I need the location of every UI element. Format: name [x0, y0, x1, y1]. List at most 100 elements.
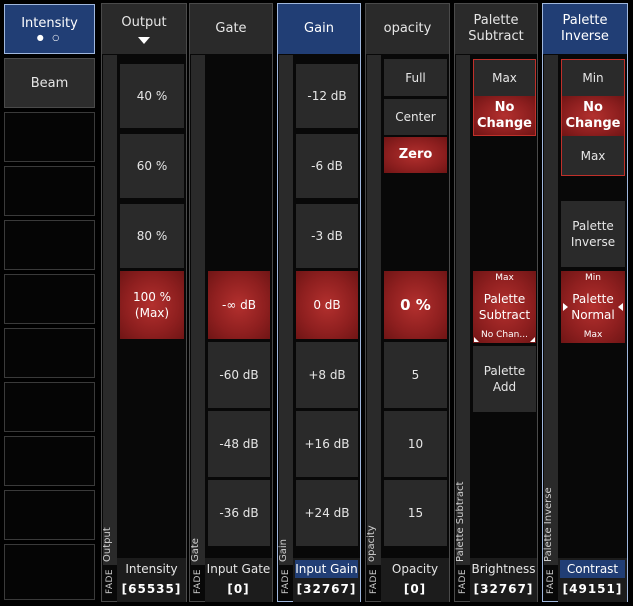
preset-empty-slot[interactable]: [4, 166, 95, 216]
dropdown-arrow-icon[interactable]: [138, 36, 150, 44]
gate-footer-label: Input Gate: [206, 562, 271, 576]
gain-fader-column: Gain Gain FADE -12 dB -6 dB -3 dB 0 dB +…: [277, 3, 361, 602]
palette-subtract-active-cell[interactable]: Max Palette Subtract No Chan...: [473, 271, 536, 343]
output-step-80[interactable]: 80 %: [120, 204, 184, 268]
gain-footer: Input Gain [32767]: [293, 558, 360, 602]
cell-label: 10: [407, 437, 424, 451]
gain-header-label: Gain: [304, 21, 334, 36]
output-step-40[interactable]: 40 %: [120, 64, 184, 128]
preset-empty-slot[interactable]: [4, 544, 95, 600]
opacity-full-button[interactable]: Full: [384, 59, 447, 96]
preset-beam-label: Beam: [30, 75, 69, 91]
cell-bottom-label: Max: [583, 330, 603, 340]
palette-inverse-min-button[interactable]: Min: [561, 59, 625, 96]
preset-empty-slot[interactable]: [4, 112, 95, 162]
palette-add-button[interactable]: Palette Add: [473, 346, 536, 412]
palette-subtract-footer-label: Brightness: [471, 562, 536, 576]
gain-step-minus12[interactable]: -12 dB: [296, 64, 358, 128]
gain-fader-strip[interactable]: [279, 55, 293, 565]
gain-step-0-active[interactable]: 0 dB: [296, 271, 358, 339]
gate-fader-strip[interactable]: [191, 55, 205, 565]
cell-label: Full: [405, 70, 426, 85]
output-step-60[interactable]: 60 %: [120, 134, 184, 198]
cell-label: Center: [395, 110, 436, 124]
output-fader-strip[interactable]: [103, 55, 117, 565]
preset-empty-slot[interactable]: [4, 220, 95, 270]
cell-label: 0 %: [400, 296, 431, 314]
preset-beam-button[interactable]: Beam: [4, 58, 95, 108]
gate-step-neg-inf-active[interactable]: -∞ dB: [208, 271, 270, 339]
opacity-fader-strip[interactable]: [367, 55, 381, 565]
opacity-header[interactable]: opacity: [366, 4, 449, 54]
gate-step-36[interactable]: -36 dB: [208, 480, 270, 546]
palette-inverse-column: Palette Inverse Palette Inverse FADE Min…: [542, 3, 628, 602]
palette-subtract-fader-strip[interactable]: [456, 55, 470, 565]
gain-step-plus8[interactable]: +8 dB: [296, 342, 358, 408]
cell-label: Palette: [483, 364, 526, 378]
opacity-fade-label: FADE: [369, 568, 379, 594]
cell-label: No: [494, 99, 515, 115]
header-line: Palette: [473, 13, 519, 28]
cell-label: -∞ dB: [222, 298, 256, 312]
gain-vertical-label: Gain: [278, 539, 289, 562]
gate-header[interactable]: Gate: [190, 4, 272, 54]
opacity-step-10[interactable]: 10: [384, 411, 447, 477]
gain-step-minus3[interactable]: -3 dB: [296, 204, 358, 268]
palette-normal-active-cell[interactable]: Min Palette Normal Max: [561, 271, 625, 343]
preset-empty-slot[interactable]: [4, 436, 95, 486]
palette-subtract-no-change-active[interactable]: No Change: [473, 96, 536, 136]
palette-subtract-max-button[interactable]: Max: [473, 59, 536, 96]
cell-label: Change: [565, 116, 621, 131]
output-fader-column: Output Output FADE 40 % 60 % 80 % 100 % …: [101, 3, 187, 602]
cell-label: No: [583, 100, 603, 115]
cell-label: -60 dB: [219, 368, 259, 382]
output-footer-label: Intensity: [125, 562, 178, 576]
gate-fader-column: Gate Gate FADE -∞ dB -60 dB -48 dB -36 d…: [189, 3, 273, 602]
gain-step-minus6[interactable]: -6 dB: [296, 134, 358, 198]
cell-label: -48 dB: [219, 437, 259, 451]
palette-subtract-footer: Brightness [32767]: [470, 558, 537, 602]
preset-empty-slot[interactable]: [4, 490, 95, 540]
gate-step-60[interactable]: -60 dB: [208, 342, 270, 408]
gain-fade-label: FADE: [281, 568, 291, 594]
preset-empty-slot[interactable]: [4, 382, 95, 432]
palette-inverse-max-button[interactable]: Max: [561, 136, 625, 176]
gate-step-48[interactable]: -48 dB: [208, 411, 270, 477]
cell-main-label: Palette Normal: [571, 291, 614, 323]
opacity-center-button[interactable]: Center: [384, 99, 447, 135]
palette-inverse-button[interactable]: Palette Inverse: [561, 201, 625, 267]
cell-label: Palette: [572, 219, 614, 233]
palette-inverse-header[interactable]: Palette Inverse: [543, 4, 627, 54]
gain-step-plus24[interactable]: +24 dB: [296, 480, 358, 546]
cell-label: 60 %: [136, 159, 168, 173]
cell-label: 5: [411, 368, 420, 382]
palette-inverse-fader-strip[interactable]: [544, 55, 558, 565]
gain-header[interactable]: Gain: [278, 4, 360, 54]
cell-label: -6 dB: [311, 159, 343, 173]
header-line: Inverse: [561, 29, 609, 44]
cell-label: 15: [407, 506, 424, 520]
cell-label: Max: [492, 71, 517, 85]
gain-step-plus16[interactable]: +16 dB: [296, 411, 358, 477]
output-header[interactable]: Output: [102, 4, 186, 54]
preset-empty-slot[interactable]: [4, 274, 95, 324]
output-step-100-active[interactable]: 100 % (Max): [120, 271, 184, 339]
opacity-zero-button-active[interactable]: Zero: [384, 137, 447, 173]
page-dots-icon: ● ○: [36, 33, 63, 42]
opacity-step-5[interactable]: 5: [384, 342, 447, 408]
palette-inverse-no-change-active[interactable]: No Change: [561, 96, 625, 136]
cell-top-label: Min: [585, 273, 601, 283]
opacity-step-15[interactable]: 15: [384, 480, 447, 546]
palette-subtract-header[interactable]: Palette Subtract: [455, 4, 537, 54]
cell-bottom-label: No Chan...: [481, 330, 528, 340]
output-fade-label: FADE: [105, 568, 115, 594]
preset-empty-slot[interactable]: [4, 328, 95, 378]
opacity-step-0-active[interactable]: 0 %: [384, 271, 447, 339]
triangle-left-icon: [618, 303, 623, 311]
preset-intensity-button[interactable]: Intensity ● ○: [4, 4, 95, 54]
cell-label: Palette: [572, 292, 614, 306]
palette-subtract-vertical-label: Palette Subtract: [455, 481, 466, 562]
palette-subtract-fade-label: FADE: [458, 568, 468, 594]
gate-vertical-label: Gate: [190, 538, 201, 562]
cell-label: -36 dB: [219, 506, 259, 520]
